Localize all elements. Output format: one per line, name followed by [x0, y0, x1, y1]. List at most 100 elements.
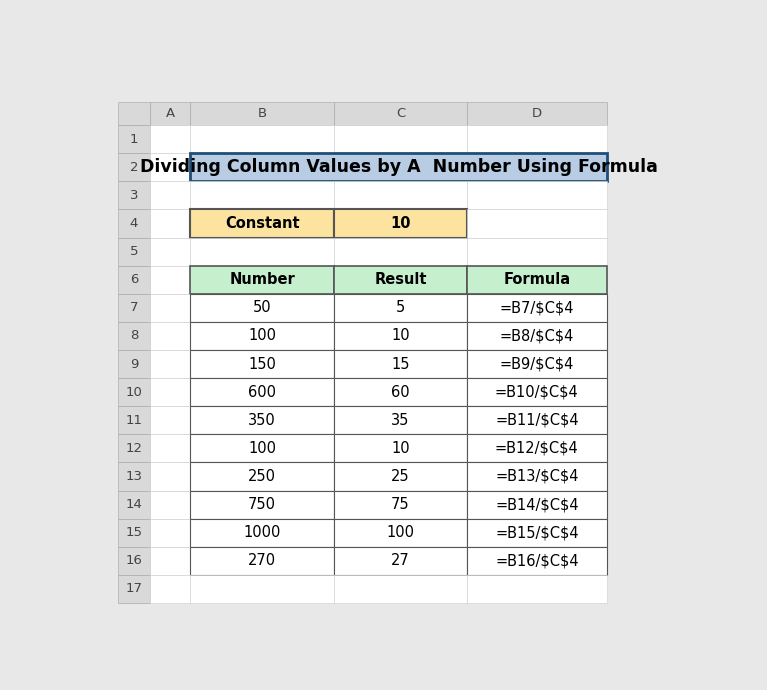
Bar — [467, 210, 607, 237]
Bar — [117, 519, 150, 546]
Bar — [150, 406, 190, 434]
Bar — [467, 519, 607, 546]
Bar — [467, 491, 607, 519]
Text: =B11/\$C\$4: =B11/\$C\$4 — [495, 413, 578, 428]
Text: 15: 15 — [125, 526, 143, 539]
Bar — [150, 491, 190, 519]
Bar — [150, 434, 190, 462]
Bar — [190, 322, 334, 350]
Bar — [467, 294, 607, 322]
Bar — [334, 294, 467, 322]
Bar — [150, 237, 190, 266]
Bar — [117, 322, 150, 350]
Text: 100: 100 — [387, 525, 414, 540]
Bar — [117, 102, 607, 603]
Text: Formula: Formula — [503, 273, 571, 287]
Bar — [467, 181, 607, 210]
Text: 8: 8 — [130, 329, 138, 342]
Bar — [117, 378, 150, 406]
Text: 9: 9 — [130, 357, 138, 371]
Text: 270: 270 — [248, 553, 276, 569]
Text: 1000: 1000 — [243, 525, 281, 540]
Text: 7: 7 — [130, 302, 138, 315]
Bar — [150, 294, 190, 322]
Text: =B14/\$C\$4: =B14/\$C\$4 — [495, 497, 578, 512]
Text: 150: 150 — [249, 357, 276, 371]
Bar — [117, 406, 150, 434]
Bar — [190, 462, 334, 491]
Bar — [117, 181, 150, 210]
Text: =B10/\$C\$4: =B10/\$C\$4 — [495, 384, 579, 400]
Bar — [334, 350, 467, 378]
Bar — [150, 575, 190, 603]
Bar — [117, 294, 150, 322]
Text: 5: 5 — [130, 245, 138, 258]
Bar — [334, 237, 467, 266]
Bar — [117, 546, 150, 575]
Bar — [150, 322, 190, 350]
Text: 15: 15 — [391, 357, 410, 371]
Bar — [467, 378, 607, 406]
Bar — [334, 491, 467, 519]
Text: B: B — [258, 107, 267, 120]
Bar — [334, 462, 467, 491]
Bar — [467, 462, 607, 491]
Text: 100: 100 — [248, 441, 276, 456]
Bar — [467, 102, 607, 125]
Text: 27: 27 — [391, 553, 410, 569]
Bar — [467, 237, 607, 266]
Text: 35: 35 — [391, 413, 410, 428]
Text: Dividing Column Values by A  Number Using Formula: Dividing Column Values by A Number Using… — [140, 158, 657, 177]
Bar — [190, 210, 334, 237]
Bar — [117, 266, 150, 294]
Bar — [467, 266, 607, 294]
Text: 600: 600 — [248, 384, 276, 400]
Text: Number: Number — [229, 273, 295, 287]
Bar — [150, 350, 190, 378]
Bar — [334, 406, 467, 434]
Bar — [334, 519, 467, 546]
Text: 16: 16 — [126, 554, 143, 567]
Text: Constant: Constant — [225, 216, 299, 231]
Bar — [334, 434, 467, 462]
Bar — [467, 406, 607, 434]
Bar — [467, 434, 607, 462]
Bar — [150, 519, 190, 546]
Bar — [150, 153, 190, 181]
Bar — [334, 125, 467, 153]
Bar — [150, 181, 190, 210]
Bar — [117, 575, 150, 603]
Bar — [117, 462, 150, 491]
Text: 25: 25 — [391, 469, 410, 484]
Text: 11: 11 — [125, 414, 143, 426]
Text: 6: 6 — [130, 273, 138, 286]
Bar — [467, 322, 607, 350]
Text: 60: 60 — [391, 384, 410, 400]
Text: 10: 10 — [391, 328, 410, 344]
Bar — [190, 434, 334, 462]
Text: 4: 4 — [130, 217, 138, 230]
Text: 75: 75 — [391, 497, 410, 512]
Bar — [150, 378, 190, 406]
Bar — [334, 210, 467, 237]
Text: =B13/\$C\$4: =B13/\$C\$4 — [495, 469, 578, 484]
Bar — [334, 575, 467, 603]
Bar — [190, 181, 334, 210]
Bar — [190, 102, 334, 125]
Bar — [190, 266, 334, 294]
Text: 12: 12 — [125, 442, 143, 455]
Text: 14: 14 — [126, 498, 143, 511]
Bar — [117, 237, 150, 266]
Bar — [334, 546, 467, 575]
Bar — [150, 266, 190, 294]
Bar — [190, 406, 334, 434]
Text: 17: 17 — [125, 582, 143, 595]
Bar — [334, 378, 467, 406]
Bar — [190, 153, 607, 181]
Bar — [467, 350, 607, 378]
Bar — [190, 546, 334, 575]
Bar — [190, 575, 334, 603]
Text: Result: Result — [374, 273, 426, 287]
Text: =B16/\$C\$4: =B16/\$C\$4 — [495, 553, 578, 569]
Text: 3: 3 — [130, 189, 138, 202]
